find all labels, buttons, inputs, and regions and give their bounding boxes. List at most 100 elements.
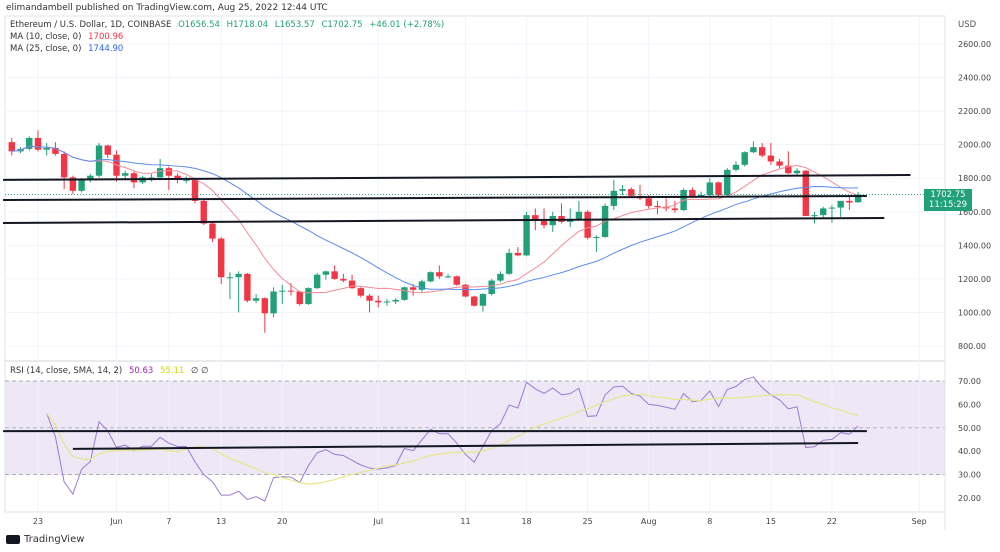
candle-body: [854, 194, 862, 203]
candle-body: [776, 161, 783, 166]
candle-body: [715, 182, 722, 196]
candle-body: [628, 189, 635, 196]
candle-body: [767, 155, 775, 162]
candle-body: [706, 182, 713, 196]
candle-body: [183, 179, 190, 181]
candle-body: [78, 179, 85, 191]
candle-body: [584, 211, 591, 238]
candle-body: [418, 281, 426, 290]
candle-body: [689, 189, 696, 197]
date-tick-label: 7: [166, 517, 171, 526]
tradingview-logo-icon: [6, 535, 20, 544]
price-trendline: [3, 174, 911, 181]
candle-body: [375, 300, 382, 303]
symbol-legend: Ethereum / U.S. Dollar, 1D, COINBASE O16…: [10, 20, 448, 30]
rsi-tick-label: 20.00: [958, 494, 981, 503]
price-tick-label: 1200.00: [958, 275, 991, 284]
candle-body: [174, 175, 181, 180]
candle-body: [209, 223, 216, 239]
candle-body: [104, 145, 111, 155]
change-value: +46.01 (+2.78%): [369, 20, 445, 30]
rsi-ma-value: 55.11: [160, 366, 185, 376]
price-trendline: [3, 195, 867, 202]
candle-body: [218, 238, 225, 278]
candle-body: [165, 168, 173, 176]
candle-body: [200, 200, 207, 224]
candle-body: [401, 287, 408, 300]
rsi-tick-label: 40.00: [958, 447, 981, 456]
rsi-label: RSI (14, close, SMA, 14, 2): [10, 366, 123, 376]
candle-body: [811, 215, 818, 217]
candle-body: [287, 290, 295, 292]
date-tick-label: 25: [583, 517, 593, 526]
candle-body: [724, 169, 731, 196]
symbol-name[interactable]: Ethereum / U.S. Dollar, 1D, COINBASE: [10, 20, 172, 30]
candle-body: [34, 137, 42, 150]
candle-body: [732, 164, 740, 170]
date-tick-label: 18: [521, 517, 531, 526]
rsi-tick-label: 30.00: [958, 471, 981, 480]
candle-body: [60, 153, 68, 178]
candle-body: [654, 205, 661, 207]
candle-body: [444, 276, 452, 278]
candle-body: [148, 177, 155, 179]
ma10-line: [11, 145, 859, 294]
candle-body: [750, 147, 757, 153]
candle-body: [130, 173, 138, 183]
rsi-tick-label: 60.00: [958, 400, 981, 409]
date-tick-label: 23: [33, 517, 43, 526]
price-tick-label: 2400.00: [958, 74, 991, 83]
candle-body: [348, 280, 356, 289]
date-tick-label: Jul: [372, 517, 383, 526]
candle-body: [741, 152, 748, 165]
ma10-value: 1700.96: [88, 32, 124, 42]
candle-body: [26, 137, 33, 149]
ma25-legend[interactable]: MA (25, close, 0) 1744.90: [10, 44, 127, 54]
candle-body: [497, 273, 504, 281]
ma25-line: [11, 145, 859, 291]
ma10-legend[interactable]: MA (10, close, 0) 1700.96: [10, 32, 127, 42]
candle-body: [366, 295, 373, 301]
candle-body: [567, 220, 574, 222]
candle-body: [479, 293, 487, 306]
candle-body: [409, 287, 417, 290]
date-tick-label: Aug: [641, 517, 657, 526]
price-tick-label: 2600.00: [958, 40, 991, 49]
candle-body: [270, 291, 277, 314]
rsi-trendline: [72, 442, 859, 450]
price-tick-label: 1800.00: [958, 174, 991, 183]
candle-body: [43, 148, 50, 150]
date-tick-label: 8: [707, 517, 712, 526]
rsi-legend[interactable]: RSI (14, close, SMA, 14, 2) 50.63 55.11 …: [10, 366, 213, 376]
candle-body: [532, 215, 539, 222]
candle-body: [514, 252, 522, 256]
candle-body: [505, 252, 513, 274]
candle-body: [610, 190, 618, 206]
last-price: 1702.75: [930, 190, 966, 200]
candle-body: [575, 211, 583, 221]
candle-body: [837, 200, 844, 208]
rsi-tick-label: 70.00: [958, 377, 981, 386]
ma25-value: 1744.90: [88, 44, 124, 54]
candle-body: [156, 168, 164, 178]
date-tick-label: 11: [460, 517, 470, 526]
high-value: H1718.04: [226, 20, 269, 30]
date-tick-label: 13: [216, 517, 226, 526]
candle-body: [357, 288, 364, 296]
date-tick-label: Sep: [912, 517, 927, 526]
candle-body: [488, 280, 495, 294]
price-trendline: [3, 216, 885, 225]
candle-body: [235, 273, 242, 278]
candle-body: [846, 200, 853, 203]
currency-label: USD: [958, 20, 977, 30]
candle-body: [322, 271, 330, 275]
rsi-ma-line: [46, 393, 859, 485]
ma25-label: MA (25, close, 0): [10, 44, 82, 54]
candle-body: [593, 236, 600, 238]
bar-countdown: 11:15:29: [928, 200, 968, 210]
candle-body: [8, 142, 15, 152]
price-tick-label: 800.00: [958, 342, 986, 351]
candle-body: [122, 173, 129, 176]
brand-name[interactable]: TradingView: [24, 534, 85, 545]
